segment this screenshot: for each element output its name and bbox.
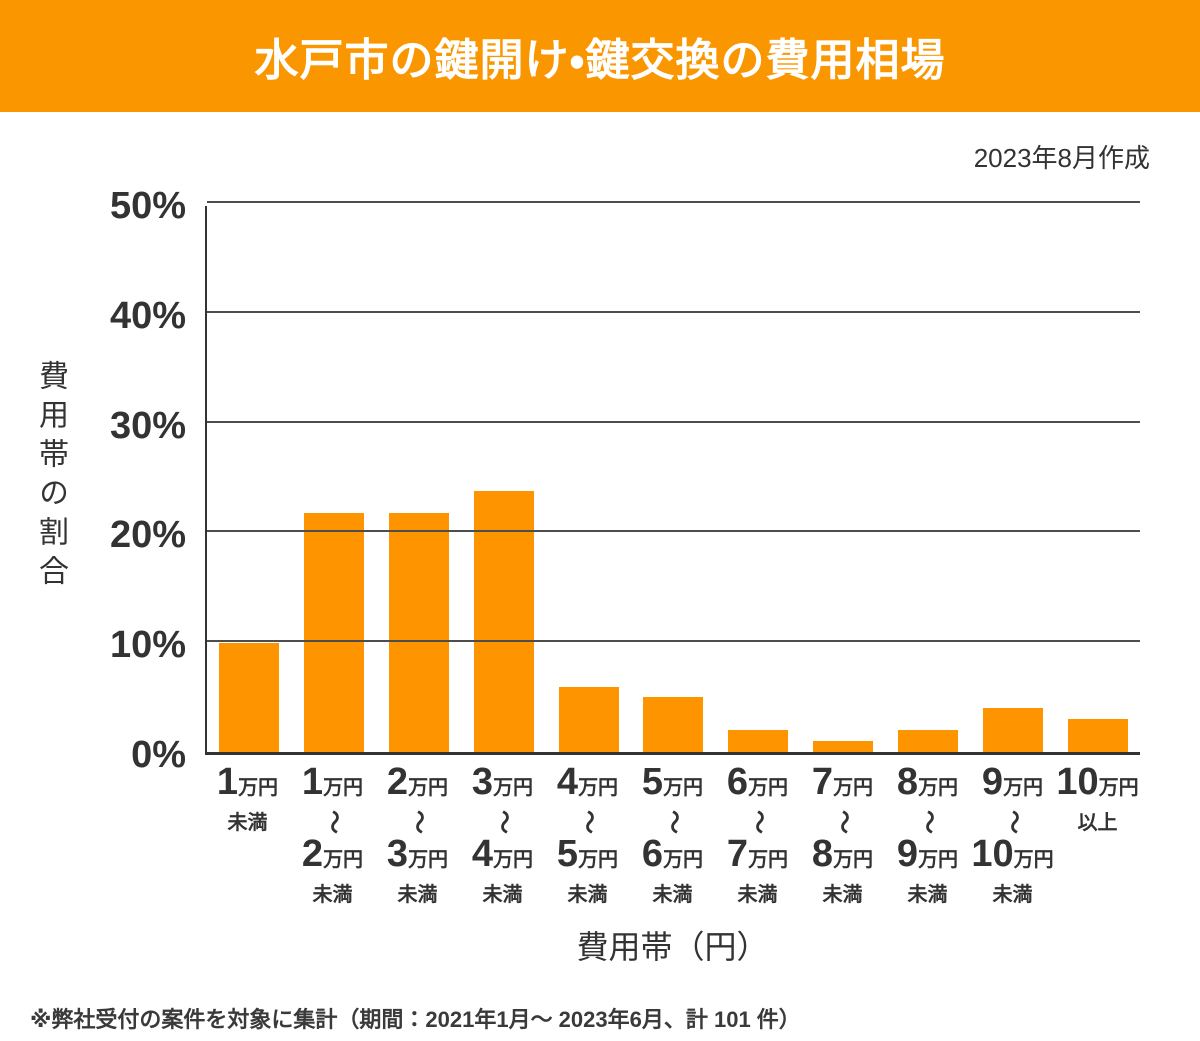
bar-9万円〜10万円未満 [982, 708, 1043, 752]
range-tilde: 〜 [744, 810, 772, 834]
bar-slot [716, 206, 801, 752]
x-tick-label-10万円以上: 10万円 以上 [1056, 761, 1139, 834]
bar-slot [970, 206, 1055, 752]
y-axis-ticks: 50% 40% 30% 20% 10% 0% [0, 187, 192, 774]
range-tilde: 〜 [489, 810, 517, 834]
x-tick-label-7万円〜8万円未満: 7万円〜 8万円 未満 [811, 761, 874, 906]
y-tick-label: 10% [109, 624, 186, 667]
page-title: 水戸市の鍵開け・鍵交換の費用相場 [254, 36, 946, 85]
range-tilde: 〜 [999, 810, 1027, 834]
x-tick-label-6万円〜7万円未満: 6万円〜 7万円 未満 [726, 761, 789, 906]
x-tick-label-9万円〜10万円未満: 9万円〜 10万円 未満 [971, 761, 1054, 906]
y-tick-label: 50% [109, 185, 186, 227]
x-tick-label-2万円〜3万円未満: 2万円〜 3万円 未満 [386, 761, 449, 906]
x-tick-label-1万円〜2万円未満: 1万円〜 2万円 未満 [301, 761, 364, 906]
bar-6万円〜7万円未満 [728, 730, 789, 752]
x-tick-label-4万円〜5万円未満: 4万円〜 5万円 未満 [556, 761, 619, 906]
bar-slot [377, 206, 462, 752]
range-tilde: 〜 [829, 810, 857, 834]
x-tick-label-3万円〜4万円未満: 3万円〜 4万円 未満 [471, 761, 534, 906]
bar-slot [801, 206, 886, 752]
y-tick-label: 0% [131, 734, 186, 776]
bar-5万円〜6万円未満 [643, 697, 704, 752]
gridline-40 [207, 310, 1140, 313]
bar-3万円〜4万円未満 [473, 490, 534, 752]
range-tilde: 〜 [914, 810, 942, 834]
bar-slot [461, 206, 546, 752]
bar-1万円〜2万円未満 [304, 512, 365, 752]
bar-slot [1055, 206, 1140, 752]
range-tilde: 〜 [574, 810, 602, 834]
plot-area [205, 201, 1140, 755]
bar-7万円〜8万円未満 [813, 741, 874, 752]
range-tilde: 〜 [659, 810, 687, 834]
bar-slot [207, 206, 292, 752]
y-tick-label: 30% [109, 404, 186, 447]
x-axis-tick-labels: 1万円 未満 1万円〜 2万円 未満 2万円〜 3万円 未満 3万円〜 4万円 未満 4万円〜 5万円未… [205, 762, 1140, 908]
bar-10万円以上 [1067, 719, 1128, 752]
x-tick-label-5万円〜6万円未満: 5万円〜 6万円 未満 [641, 761, 704, 906]
x-tick-label-1万円未満: 1万円 未満 [216, 761, 279, 834]
gridline-30 [207, 420, 1140, 423]
range-tilde: 〜 [319, 810, 347, 834]
title-banner: 水戸市の鍵開け・鍵交換の費用相場 [0, 0, 1200, 112]
range-tilde: 〜 [404, 810, 432, 834]
gridline-50 [207, 201, 1140, 203]
x-axis-title: 費用帯（円） [576, 929, 769, 965]
y-tick-label: 20% [109, 514, 186, 557]
bar-slot [886, 206, 971, 752]
created-date-label: 2023年8月作成 [973, 143, 1150, 173]
bar-slot [292, 206, 377, 752]
bar-slot [631, 206, 716, 752]
bar-1万円未満 [219, 643, 280, 752]
y-axis-title: 費用帯の割合 [34, 360, 67, 594]
bar-8万円〜9万円未満 [897, 730, 958, 752]
bar-2万円〜3万円未満 [389, 512, 450, 752]
gridline-10 [207, 640, 1140, 643]
bar-4万円〜5万円未満 [558, 687, 619, 752]
footnote: ※弊社受付の案件を対象に集計（期間：2021年1月～ 2023年6月、計 101… [30, 1007, 801, 1032]
bar-slot [546, 206, 631, 752]
gridline-20 [207, 530, 1140, 533]
x-tick-label-8万円〜9万円未満: 8万円〜 9万円 未満 [896, 761, 959, 906]
bars-container [207, 206, 1140, 752]
y-tick-label: 40% [109, 294, 186, 337]
